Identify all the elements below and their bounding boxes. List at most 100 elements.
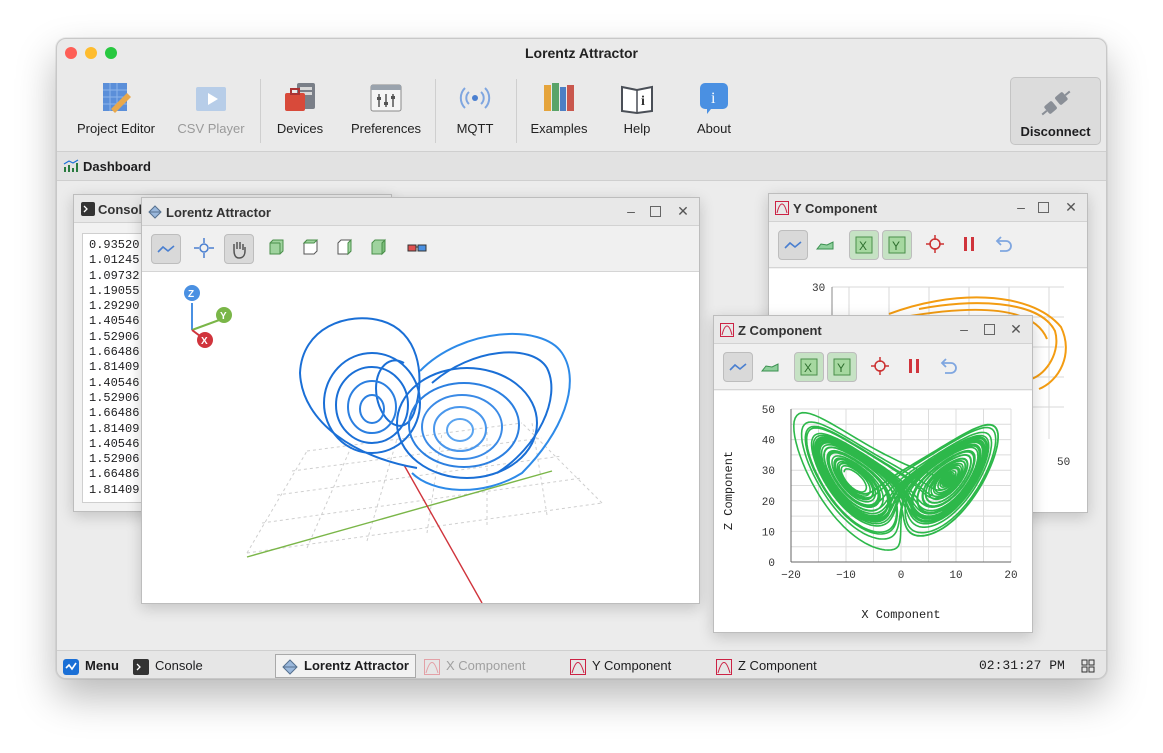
taskbar-item-console[interactable]: Console: [133, 656, 203, 676]
taskbar-item-x-component[interactable]: X Component: [424, 656, 526, 676]
about-label: About: [697, 121, 731, 136]
minimize-icon[interactable]: –: [1017, 199, 1025, 215]
menu-label: Menu: [85, 658, 119, 673]
glasses-3d-icon: [407, 244, 427, 252]
reset-button[interactable]: [934, 352, 964, 382]
y-axis-toggle[interactable]: Y: [827, 352, 857, 382]
view-side-button[interactable]: [330, 234, 360, 264]
minimize-icon[interactable]: –: [960, 321, 968, 337]
mqtt-icon: [459, 87, 491, 109]
z-chart[interactable]: −20 −10 0 10 20 0 10 20 30 40 50 X Component Z Compo…: [714, 391, 1032, 632]
preferences-icon: [370, 84, 402, 112]
taskbar-item-lorentz[interactable]: Lorentz Attractor: [275, 654, 416, 678]
anaglyph-button[interactable]: [403, 234, 433, 264]
zoom-window-button[interactable]: [105, 47, 117, 59]
pause-button[interactable]: [955, 230, 985, 260]
y-window-header[interactable]: Y Component – ✕: [769, 194, 1087, 222]
console-line: 1.52906: [89, 452, 140, 467]
x-axis-label: X: [201, 336, 208, 347]
preferences-button[interactable]: Preferences: [343, 79, 429, 147]
toolbar-separator: [435, 79, 436, 143]
window-title: Lorentz Attractor: [524, 45, 639, 61]
pause-button[interactable]: [900, 352, 930, 382]
disconnect-label: Disconnect: [1020, 124, 1091, 139]
area-icon: [760, 363, 779, 372]
about-button[interactable]: i About: [685, 79, 743, 147]
line-mode-button[interactable]: [151, 234, 181, 264]
about-icon: i: [700, 83, 728, 114]
area-mode-button[interactable]: [756, 352, 786, 382]
menu-button[interactable]: Menu: [63, 656, 119, 676]
undo-icon: [995, 236, 1012, 252]
dashboard-title: Dashboard: [83, 159, 151, 174]
view-front-button[interactable]: [262, 234, 292, 264]
help-icon: i: [621, 85, 653, 115]
y-axis-title: Z Component: [722, 451, 736, 530]
pause-icon: [964, 237, 974, 251]
taskbar-item-z-component[interactable]: Z Component: [716, 656, 817, 676]
dashboard-icon: [63, 159, 79, 172]
y-axis-toggle[interactable]: Y: [882, 230, 912, 260]
terminal-icon: [81, 202, 95, 216]
view-iso-button[interactable]: [364, 234, 394, 264]
close-icon[interactable]: ✕: [1010, 321, 1022, 337]
x-tick-label: 50: [1057, 457, 1070, 469]
minimize-window-button[interactable]: [85, 47, 97, 59]
console-line: 1.40546: [89, 314, 140, 329]
taskbar-item-y-component[interactable]: Y Component: [570, 656, 671, 676]
y-axis-icon: Y: [888, 236, 906, 254]
plug-icon: [1041, 90, 1070, 116]
taskbar-label: Y Component: [592, 658, 672, 673]
y-tick-label: 30: [762, 466, 775, 478]
svg-text:X: X: [859, 239, 867, 253]
console-line: 1.81409: [89, 360, 140, 375]
crosshair-button[interactable]: [921, 230, 951, 260]
view-top-button[interactable]: [296, 234, 326, 264]
project-editor-button[interactable]: Project Editor: [71, 79, 161, 147]
pan-button[interactable]: [224, 234, 254, 264]
disconnect-button[interactable]: Disconnect: [1010, 77, 1101, 145]
orbit-button[interactable]: [190, 234, 220, 264]
crosshair-icon: [926, 235, 944, 253]
lorentz-3d-plot[interactable]: Z Y X: [142, 273, 698, 604]
project-editor-icon: [103, 83, 131, 113]
close-window-button[interactable]: [65, 47, 77, 59]
y-tick-label: 0: [768, 558, 775, 570]
y-tick-label: 10: [762, 527, 775, 539]
console-window-title: Console: [98, 202, 150, 217]
help-label: Help: [623, 121, 651, 136]
devices-button[interactable]: Devices: [268, 79, 332, 147]
x-tick-label: 20: [1004, 570, 1017, 582]
workspace: Console 0.93520 1.01245 1.09732 1.19055 1.29…: [57, 181, 1106, 650]
minimize-icon[interactable]: –: [627, 203, 635, 219]
close-icon[interactable]: ✕: [677, 203, 689, 219]
x-axis-toggle[interactable]: X: [849, 230, 879, 260]
z-component-window[interactable]: Z Component – ✕ X Y −20 −10 0 10 20 0 10 20 30 40…: [713, 315, 1033, 633]
maximize-icon[interactable]: [1038, 202, 1049, 213]
y-tick-label: 50: [762, 405, 775, 417]
csv-player-button[interactable]: CSV Player: [169, 79, 253, 147]
examples-button[interactable]: Examples: [527, 79, 591, 147]
reset-button[interactable]: [989, 230, 1019, 260]
help-button[interactable]: i Help: [609, 79, 665, 147]
z-window-header[interactable]: Z Component – ✕: [714, 316, 1032, 344]
lorentz-window[interactable]: Lorentz Attractor – ✕: [141, 197, 700, 604]
lorentz-window-header[interactable]: Lorentz Attractor – ✕: [142, 198, 699, 226]
svg-text:i: i: [641, 94, 645, 109]
window-grid-icon[interactable]: [1081, 659, 1095, 673]
taskbar-label: Lorentz Attractor: [304, 658, 409, 673]
mqtt-button[interactable]: MQTT: [447, 79, 503, 147]
console-line: 1.19055: [89, 283, 140, 298]
close-icon[interactable]: ✕: [1065, 199, 1077, 215]
area-mode-button[interactable]: [811, 230, 841, 260]
line-mode-button[interactable]: [723, 352, 753, 382]
lorentz-3d-svg: Z Y X: [184, 285, 603, 604]
maximize-icon[interactable]: [650, 206, 661, 217]
line-mode-button[interactable]: [778, 230, 808, 260]
toolbar-separator: [260, 79, 261, 143]
x-axis-toggle[interactable]: X: [794, 352, 824, 382]
maximize-icon[interactable]: [984, 324, 995, 335]
console-line: 1.40546: [89, 375, 140, 390]
chart-window-icon: [570, 658, 586, 675]
crosshair-button[interactable]: [866, 352, 896, 382]
